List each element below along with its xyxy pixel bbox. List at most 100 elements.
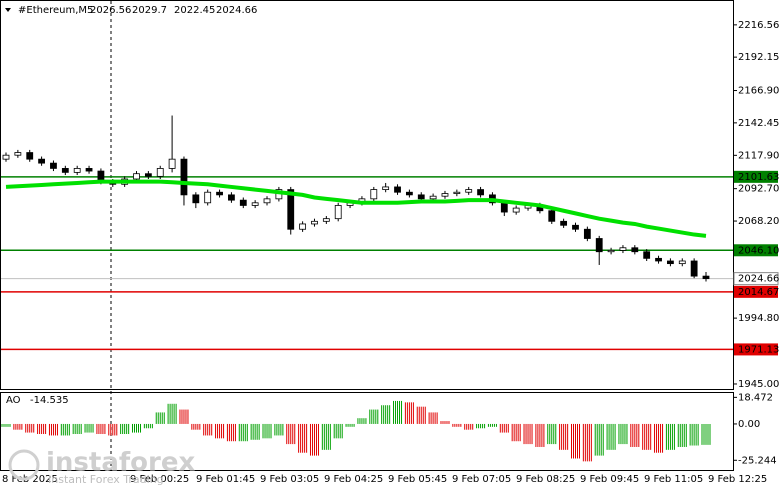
candle-body [144,173,152,177]
candle-body [572,224,579,230]
y-tick-label: 2092.70 [738,184,779,195]
x-tick-label: 9 Feb 01:45 [196,474,255,485]
x-tick-label: 9 Feb 07:05 [452,474,511,485]
candle-body [239,199,247,206]
main-frame [0,0,734,390]
ohlc-low: 2022.45 [174,5,215,16]
candle-body [370,189,378,200]
x-tick-label: 9 Feb 03:05 [260,474,319,485]
y-tick-label: 18.472 [738,392,773,403]
price-label: 2024.66 [738,274,779,285]
candle-body [548,210,556,222]
level-tag [734,285,778,298]
y-tick-label: 2142.45 [738,118,779,129]
ao-frame [0,392,734,471]
ao-value: -14.535 [30,395,69,406]
x-tick-label: 8 Feb 2025 [2,474,58,485]
watermark-brand: instaforex [46,448,196,478]
candle-body [631,247,639,253]
y-tick-label: 0.00 [738,419,760,430]
candle-body [500,202,508,213]
candle-body [453,191,461,194]
watermark-logo [8,449,40,481]
candle-body [667,260,674,265]
candle-body [311,220,318,225]
candle-body [216,191,223,196]
symbol: #Ethereum,M5 [18,5,93,16]
x-tick-label: 9 Feb 00:25 [130,474,189,485]
level-label: 2046.10 [738,245,779,256]
candle-body [26,152,34,160]
candle-body [655,257,662,262]
candle-body [583,228,591,239]
candle-body [429,195,437,200]
candle-body [465,189,473,193]
y-tick-label: 2216.56 [738,20,779,31]
candle-body [133,173,140,180]
level-tag [734,170,778,183]
candle-body [61,168,69,173]
y-tick-label: 2192.15 [738,52,779,63]
candle-body [394,186,401,193]
menu-arrow [5,8,11,12]
y-tick-label: 2166.90 [738,86,779,97]
candle-body [690,260,698,277]
ohlc-open: 2026.56 [90,5,131,16]
ohlc-high: 2029.7 [132,5,167,16]
candle-body [405,191,413,196]
candle-body [2,154,10,160]
candle-body [228,194,235,201]
candle-body [38,158,45,164]
candle-body [417,194,425,200]
x-tick-label: 9 Feb 09:45 [580,474,639,485]
x-tick-label: 9 Feb 08:25 [516,474,575,485]
candle-body [287,189,295,230]
level-label: 2014.67 [738,287,779,298]
candle-body [441,193,449,197]
candle-body [512,207,520,213]
level-tag [734,244,778,257]
level-label: 1971.13 [738,344,779,355]
candle-body [619,247,627,251]
candle-body [560,220,568,226]
price-tag [733,272,779,286]
candle-body [595,238,603,253]
y-tick-label: -25.244 [738,455,777,466]
candle-body [477,189,484,196]
candle-body [382,186,390,190]
y-tick-label: 1994.80 [738,313,779,324]
x-tick-label: 9 Feb 04:25 [324,474,383,485]
candle-body [180,158,188,196]
x-tick-label: 9 Feb 05:45 [388,474,447,485]
y-tick-label: 2068.20 [738,216,779,227]
ao-title: AO [6,395,21,406]
candle-body [702,275,710,280]
candle-body [263,198,271,204]
candle-body [85,168,93,172]
candle-body [643,251,651,259]
x-tick-label: 9 Feb 11:05 [644,474,703,485]
candle-body [678,260,686,265]
moving-average [5,179,707,238]
watermark-tagline: Instant Forex Trading [48,473,164,486]
level-label: 2101.63 [738,172,779,183]
level-tag [734,343,778,356]
candle-body [73,168,81,173]
candle-body [251,202,259,206]
candle-body [334,205,342,220]
candle-body [322,218,330,222]
candle-body [299,223,307,230]
candle-body [156,168,164,177]
ohlc-close: 2024.66 [216,5,257,16]
y-tick-label: 1945.00 [738,379,779,390]
candle-body [607,250,615,253]
y-tick-label: 2117.90 [738,150,779,161]
candle-body [192,194,200,204]
x-tick-label: 9 Feb 12:25 [708,474,767,485]
candle-body [14,152,22,156]
candle-body [50,162,57,169]
candle-body [204,191,212,204]
candle-body [168,158,176,169]
